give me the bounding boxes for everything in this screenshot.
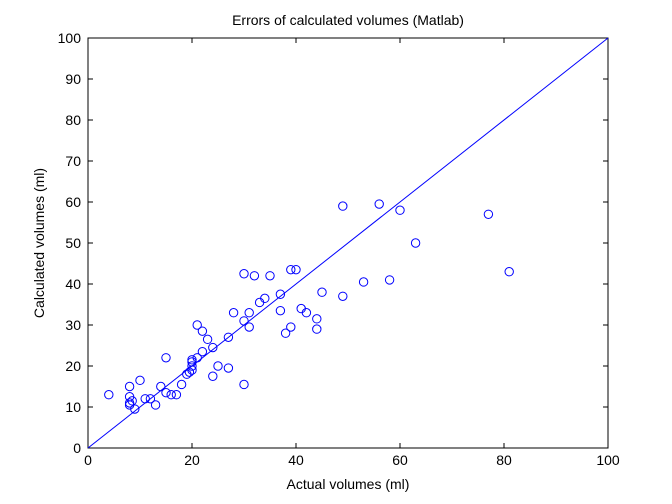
data-point <box>312 314 322 324</box>
x-axis-title: Actual volumes (ml) <box>287 476 410 492</box>
data-point <box>150 400 161 410</box>
data-point <box>145 394 156 404</box>
data-point <box>260 293 270 304</box>
chart-title: Errors of calculated volumes (Matlab) <box>232 12 464 28</box>
data-point <box>187 355 197 365</box>
data-point <box>286 264 296 275</box>
data-point <box>301 308 312 318</box>
data-point <box>317 287 327 297</box>
data-point <box>249 271 260 281</box>
data-point <box>280 328 291 338</box>
y-tick-label: 70 <box>65 153 81 169</box>
data-point <box>202 334 213 345</box>
y-tick-label: 60 <box>65 194 81 210</box>
data-point <box>171 390 182 400</box>
data-point <box>104 390 114 400</box>
data-point <box>338 291 348 301</box>
data-point <box>504 267 514 277</box>
data-point <box>384 275 395 285</box>
data-point <box>265 271 275 281</box>
data-point <box>161 387 171 398</box>
x-tick-label: 40 <box>288 452 304 468</box>
data-point <box>124 381 135 392</box>
data-point <box>166 390 176 400</box>
data-point <box>275 305 286 316</box>
data-point <box>213 361 223 371</box>
y-tick-label: 100 <box>58 30 82 46</box>
reference-line <box>87 37 609 449</box>
x-tick-label: 0 <box>84 452 92 468</box>
data-point <box>291 264 301 275</box>
data-point <box>228 308 239 318</box>
data-point <box>338 201 348 211</box>
data-point <box>192 320 202 330</box>
data-point <box>244 308 254 318</box>
data-point <box>483 209 494 220</box>
y-tick-label: 20 <box>65 358 81 374</box>
data-point <box>358 277 369 287</box>
data-point <box>223 363 234 373</box>
data-point <box>312 324 322 334</box>
x-tick-label: 20 <box>184 452 200 468</box>
data-point <box>197 346 208 357</box>
data-point <box>223 332 234 342</box>
y-tick-label: 10 <box>65 399 81 415</box>
y-tick-label: 50 <box>65 235 81 251</box>
y-tick-label: 30 <box>65 317 81 333</box>
data-point <box>208 371 218 381</box>
data-point <box>130 404 140 414</box>
x-tick-label: 80 <box>496 452 512 468</box>
data-point <box>161 353 171 363</box>
x-tick-label: 60 <box>392 452 408 468</box>
data-point <box>239 269 249 279</box>
y-tick-label: 40 <box>65 276 81 292</box>
data-point <box>244 322 254 332</box>
data-point <box>208 342 218 353</box>
data-point <box>135 375 145 386</box>
data-layer <box>87 37 609 449</box>
y-tick-label: 0 <box>73 440 81 456</box>
data-point <box>176 379 187 390</box>
data-point <box>187 361 197 371</box>
data-point <box>410 238 421 248</box>
data-point <box>395 205 405 215</box>
data-point <box>374 199 384 209</box>
y-tick-label: 80 <box>65 112 81 128</box>
x-tick-label: 100 <box>596 452 620 468</box>
data-point <box>127 396 137 406</box>
data-point <box>275 289 286 299</box>
data-point <box>286 322 296 332</box>
y-axis-title: Calculated volumes (ml) <box>31 168 47 318</box>
axis-ticks: 0 20 40 60 80 100 0 10 20 30 40 50 60 70 80 90 100 <box>58 30 620 468</box>
data-point <box>197 326 208 336</box>
y-tick-label: 90 <box>65 71 81 87</box>
data-point <box>239 379 249 390</box>
